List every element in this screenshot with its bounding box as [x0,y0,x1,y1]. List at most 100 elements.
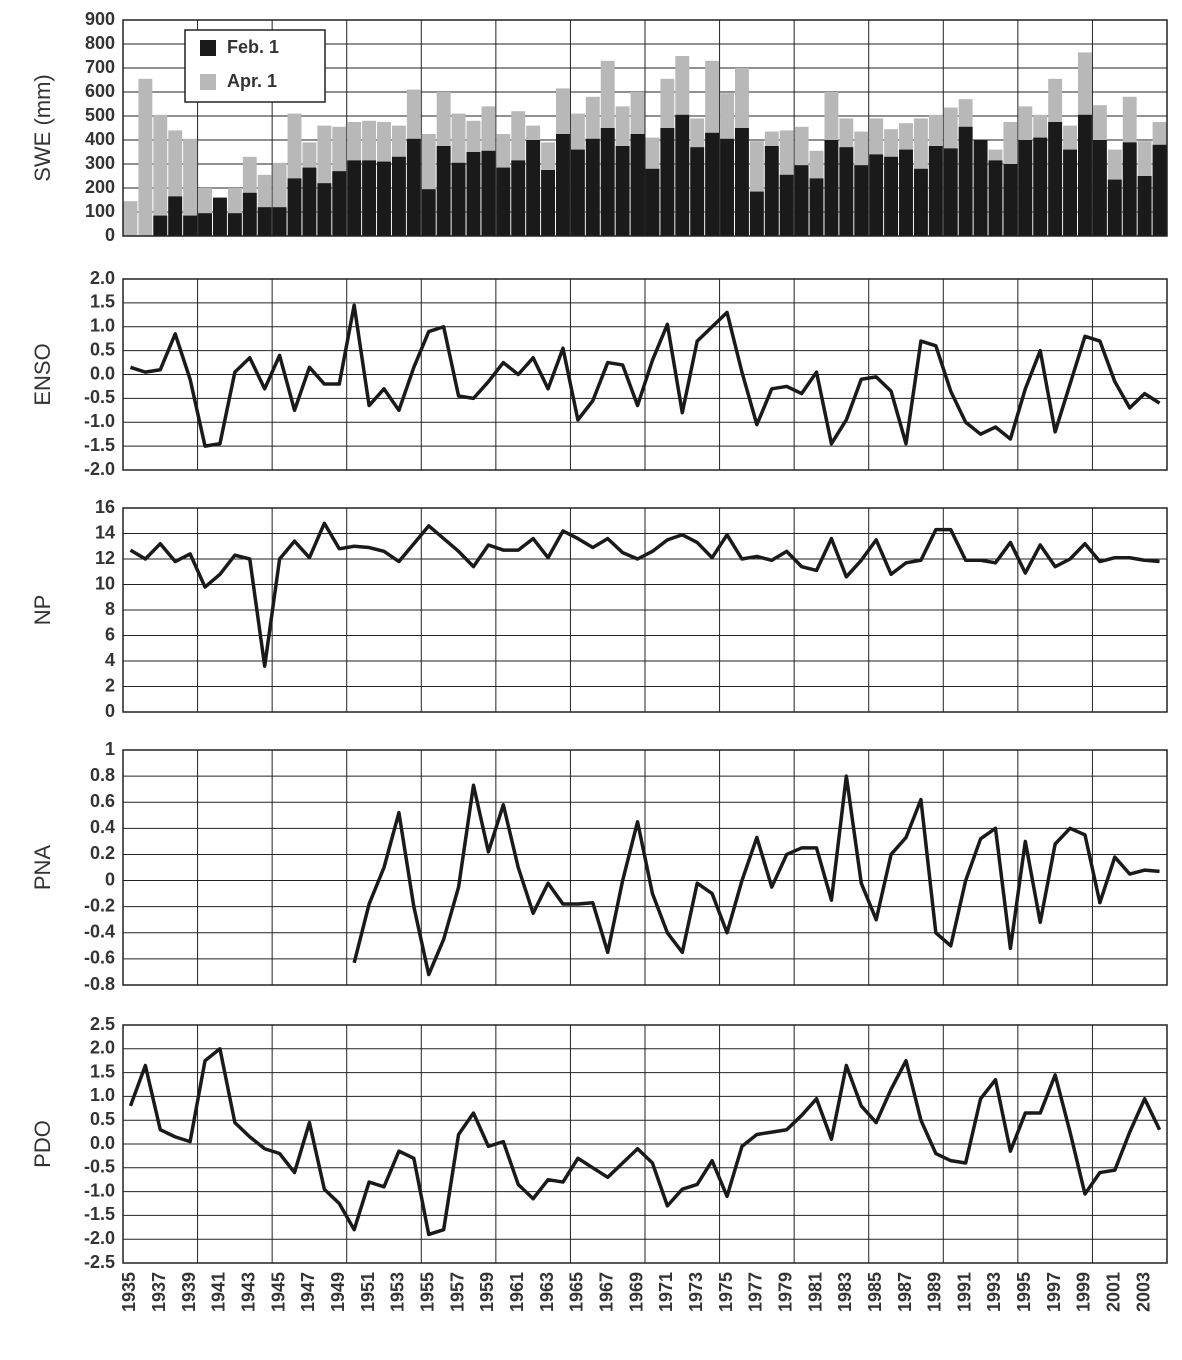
bar [391,156,406,236]
x-tick-label: 1943 [239,1272,259,1312]
bar [183,138,198,236]
bar [377,161,391,236]
legend-label: Apr. 1 [227,71,277,91]
bar [1048,122,1063,236]
bar [227,213,242,236]
y-tick-label: 200 [85,177,115,197]
plot-frame [122,507,1168,713]
bar [466,152,481,236]
y-tick-label: 300 [85,153,115,173]
bar [1092,140,1107,236]
x-tick-label: 1945 [268,1272,288,1312]
x-tick-label: 2001 [1104,1272,1124,1312]
y-tick-label: -2.5 [84,1252,115,1272]
x-tick-label: 1995 [1014,1272,1034,1312]
bar [988,160,1003,236]
x-tick-label: 1959 [477,1272,497,1312]
x-tick-label: 1951 [358,1272,378,1312]
bar [615,146,630,236]
x-tick-label: 1991 [954,1272,974,1312]
bar [854,165,869,236]
y-tick-label: 800 [85,33,115,53]
bar [1152,144,1167,236]
legend-swatch [200,74,216,90]
y-tick-label: 14 [95,522,115,542]
bar [839,147,854,236]
x-tick-label: 1973 [686,1272,706,1312]
bar [511,160,526,236]
y-tick-label: -0.2 [84,895,115,915]
bar [556,134,570,236]
plot-frame [122,1024,1168,1264]
bar [138,78,153,236]
y-tick-label: 2.0 [90,1038,115,1058]
x-tick-label: 2003 [1133,1272,1153,1312]
y-tick-label: -0.5 [84,387,115,407]
y-tick-label: -2.0 [84,459,115,479]
y-tick-label: 700 [85,57,115,77]
bar [526,140,541,236]
x-tick-label: 1965 [567,1272,587,1312]
bar [690,147,705,236]
bar [332,171,347,236]
x-tick-label: 1961 [507,1272,527,1312]
x-tick-label: 1989 [925,1272,945,1312]
legend-swatch [200,40,216,56]
y-tick-label: 2.0 [90,268,115,288]
y-tick-label: 100 [85,201,115,221]
y-axis-title: PNA [30,845,55,891]
bar [1018,140,1033,236]
y-tick-label: -0.6 [84,948,115,968]
y-tick-label: 0 [105,869,115,889]
bar [1078,114,1092,236]
plot-frame [122,278,1168,471]
y-axis-title: ENSO [30,343,55,405]
x-tick-label: 1935 [119,1272,139,1312]
y-tick-label: 1.5 [90,292,115,312]
x-tick-label: 1971 [656,1272,676,1312]
bar [1033,137,1048,236]
x-tick-label: 1993 [984,1272,1004,1312]
y-tick-label: 0.8 [90,765,115,785]
y-tick-label: 0.6 [90,791,115,811]
bar [884,156,899,236]
y-tick-label: -0.4 [84,922,115,942]
bar [570,149,585,236]
y-tick-label: 0.0 [90,1133,115,1153]
bar [1107,179,1122,236]
bar [1063,149,1078,236]
bar [436,146,451,236]
y-tick-label: 0.5 [90,339,115,359]
y-axis-title: PDO [30,1120,55,1168]
x-tick-label: 1957 [447,1272,467,1312]
y-tick-label: 8 [105,599,115,619]
bar [824,140,839,236]
y-tick-label: 1.0 [90,316,115,336]
bar [541,170,556,236]
bar [943,148,958,236]
bar [645,168,660,236]
bar [705,132,720,236]
bar [406,138,421,236]
bar [347,160,362,236]
line [128,1047,1162,1237]
x-tick-label: 1967 [596,1272,616,1312]
y-tick-label: 0 [105,225,115,245]
bar [153,215,168,236]
y-tick-label: 10 [95,573,115,593]
bar [212,197,227,236]
line [129,521,1160,668]
y-axis-title: NP [30,595,55,626]
x-tick-label: 1975 [716,1272,736,1312]
bar [869,154,884,236]
bar [660,128,675,236]
x-tick-label: 1985 [865,1272,885,1312]
bar [630,134,645,236]
line [352,774,1160,977]
bar [794,165,809,236]
x-tick-label: 1997 [1044,1272,1064,1312]
line [129,303,1161,448]
legend-label: Feb. 1 [227,37,279,57]
y-tick-label: -2.0 [84,1228,115,1248]
bar [317,183,332,236]
